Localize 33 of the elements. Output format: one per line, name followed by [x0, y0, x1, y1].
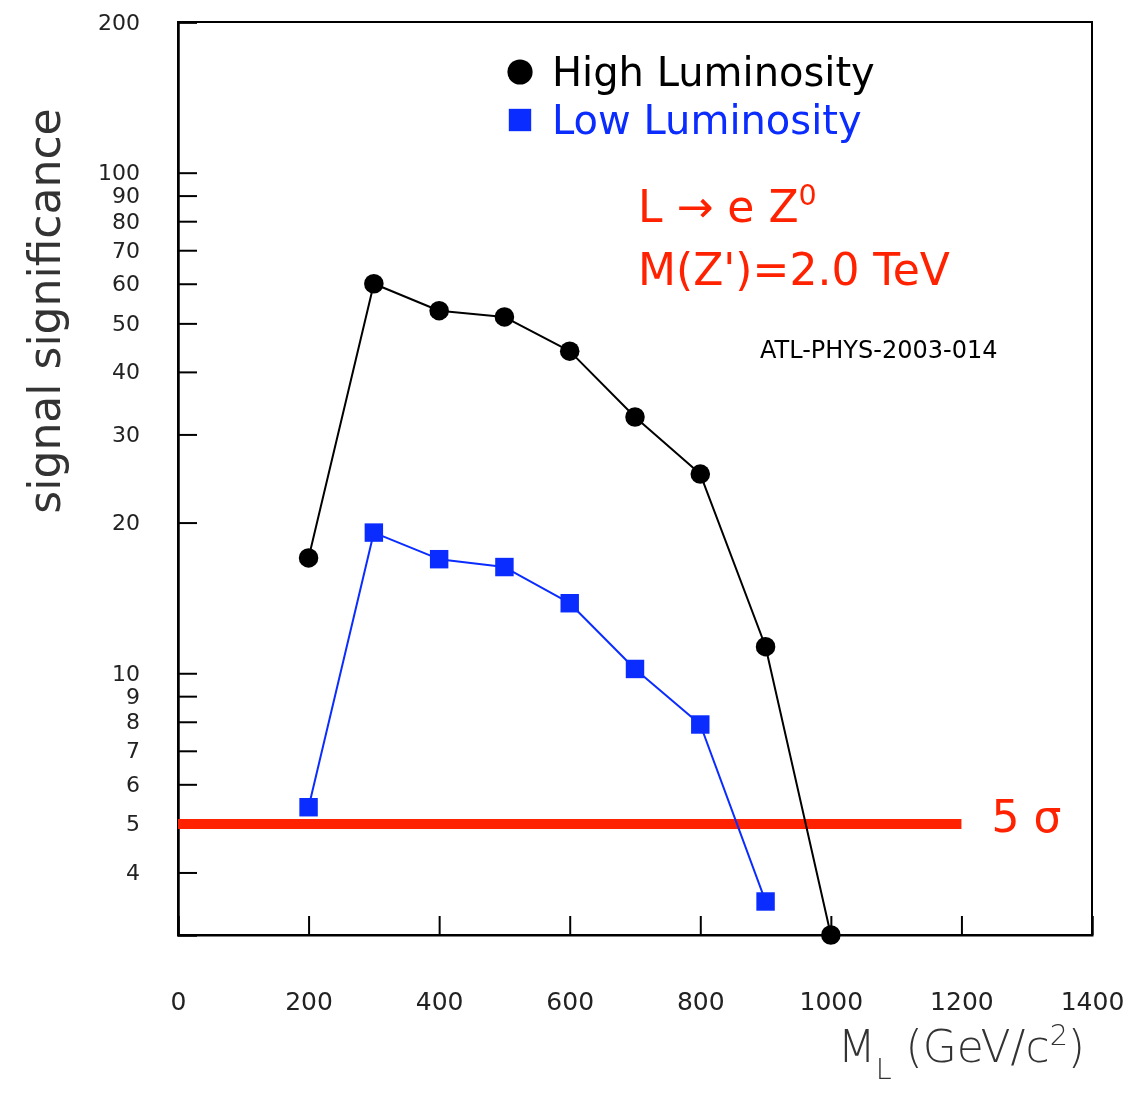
annotation: M(Z')=2.0 TeV — [638, 244, 950, 295]
y-tick-label: 40 — [112, 359, 140, 385]
annotation: ATL-PHYS-2003-014 — [760, 336, 998, 364]
legend-label: High Luminosity — [552, 49, 875, 95]
y-tick-label: 60 — [112, 271, 140, 297]
y-tick-label: 5 — [126, 811, 140, 837]
y-tick-label: 30 — [112, 421, 140, 447]
y-tick-label: 90 — [112, 183, 140, 209]
y-tick-label: 9 — [126, 683, 140, 709]
y-tick-label: 7 — [126, 738, 140, 764]
x-tick-label: 1000 — [799, 986, 864, 1016]
y-tick-label: 8 — [126, 709, 140, 735]
x-tick-label: 200 — [285, 986, 333, 1016]
y-axis-title: signal significance — [19, 108, 70, 514]
x-tick-label: 0 — [170, 986, 187, 1016]
y-tick-label: 20 — [112, 510, 140, 536]
x-tick-label: 1200 — [930, 986, 994, 1016]
y-tick-label: 10 — [112, 660, 140, 686]
y-tick-label: 6 — [126, 771, 140, 797]
annotation: L → e Z$^{0}$ — [638, 178, 817, 232]
y-tick-label: 50 — [112, 310, 140, 336]
x-tick-label: 400 — [415, 986, 464, 1016]
ref-line-label: 5 σ — [991, 790, 1062, 842]
x-tick-label: 800 — [676, 986, 725, 1016]
x-tick-label: 1400 — [1060, 986, 1125, 1016]
y-tick-label: 80 — [112, 208, 140, 234]
y-tick-label: 4 — [126, 860, 140, 885]
x-axis-title: M$_{L}$ (GeV/c$^{2}$) — [837, 1018, 1085, 1086]
legend-label: Low Luminosity — [552, 97, 862, 143]
y-tick-label: 100 — [98, 160, 140, 186]
x-tick-label: 600 — [546, 986, 595, 1016]
y-tick-label: 200 — [98, 9, 140, 35]
y-tick-label: 70 — [112, 237, 140, 263]
